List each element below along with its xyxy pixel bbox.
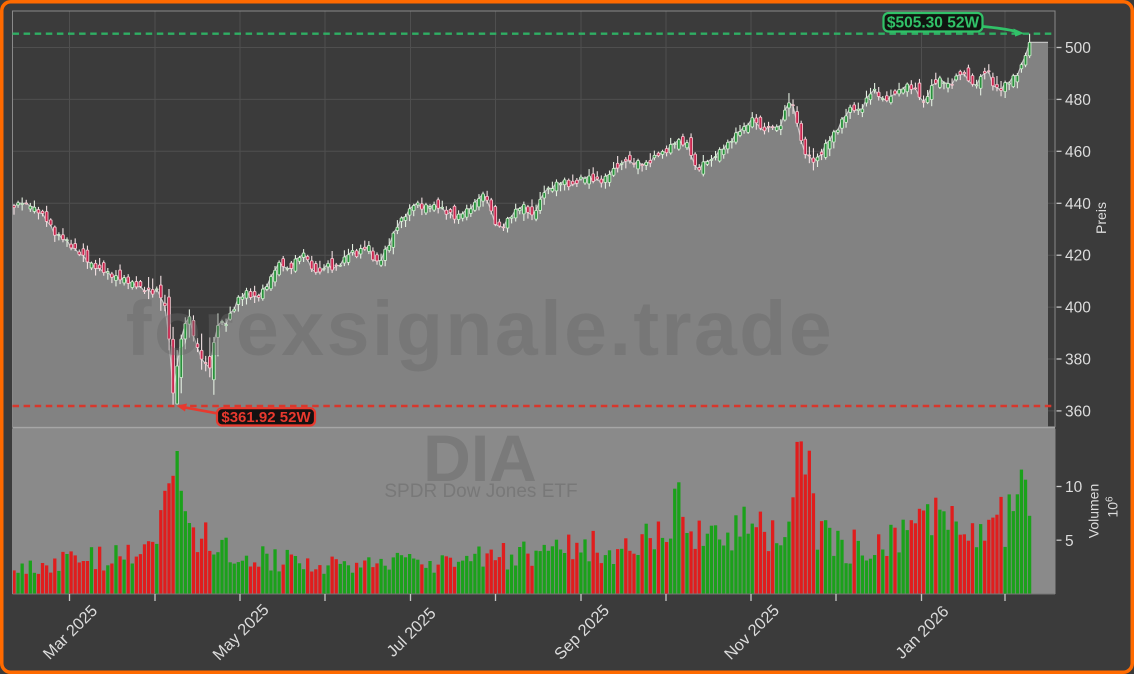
svg-text:500: 500 <box>1065 40 1091 57</box>
svg-text:$361.92 52W: $361.92 52W <box>221 409 311 426</box>
svg-text:$505.30 52W: $505.30 52W <box>887 15 980 32</box>
svg-text:380: 380 <box>1065 352 1091 369</box>
svg-text:forexsignale.trade: forexsignale.trade <box>126 286 834 372</box>
svg-text:360: 360 <box>1065 403 1091 420</box>
svg-text:5: 5 <box>1065 533 1074 550</box>
svg-text:10: 10 <box>1065 479 1083 496</box>
svg-text:480: 480 <box>1065 92 1091 109</box>
svg-text:Preis: Preis <box>1093 202 1109 234</box>
svg-text:Volumen: Volumen <box>1086 484 1102 538</box>
svg-text:DIA: DIA <box>423 421 537 495</box>
svg-text:460: 460 <box>1065 144 1091 161</box>
svg-text:400: 400 <box>1065 300 1091 317</box>
svg-text:440: 440 <box>1065 196 1091 213</box>
svg-text:SPDR Dow Jones ETF: SPDR Dow Jones ETF <box>384 481 577 502</box>
svg-text:420: 420 <box>1065 248 1091 265</box>
